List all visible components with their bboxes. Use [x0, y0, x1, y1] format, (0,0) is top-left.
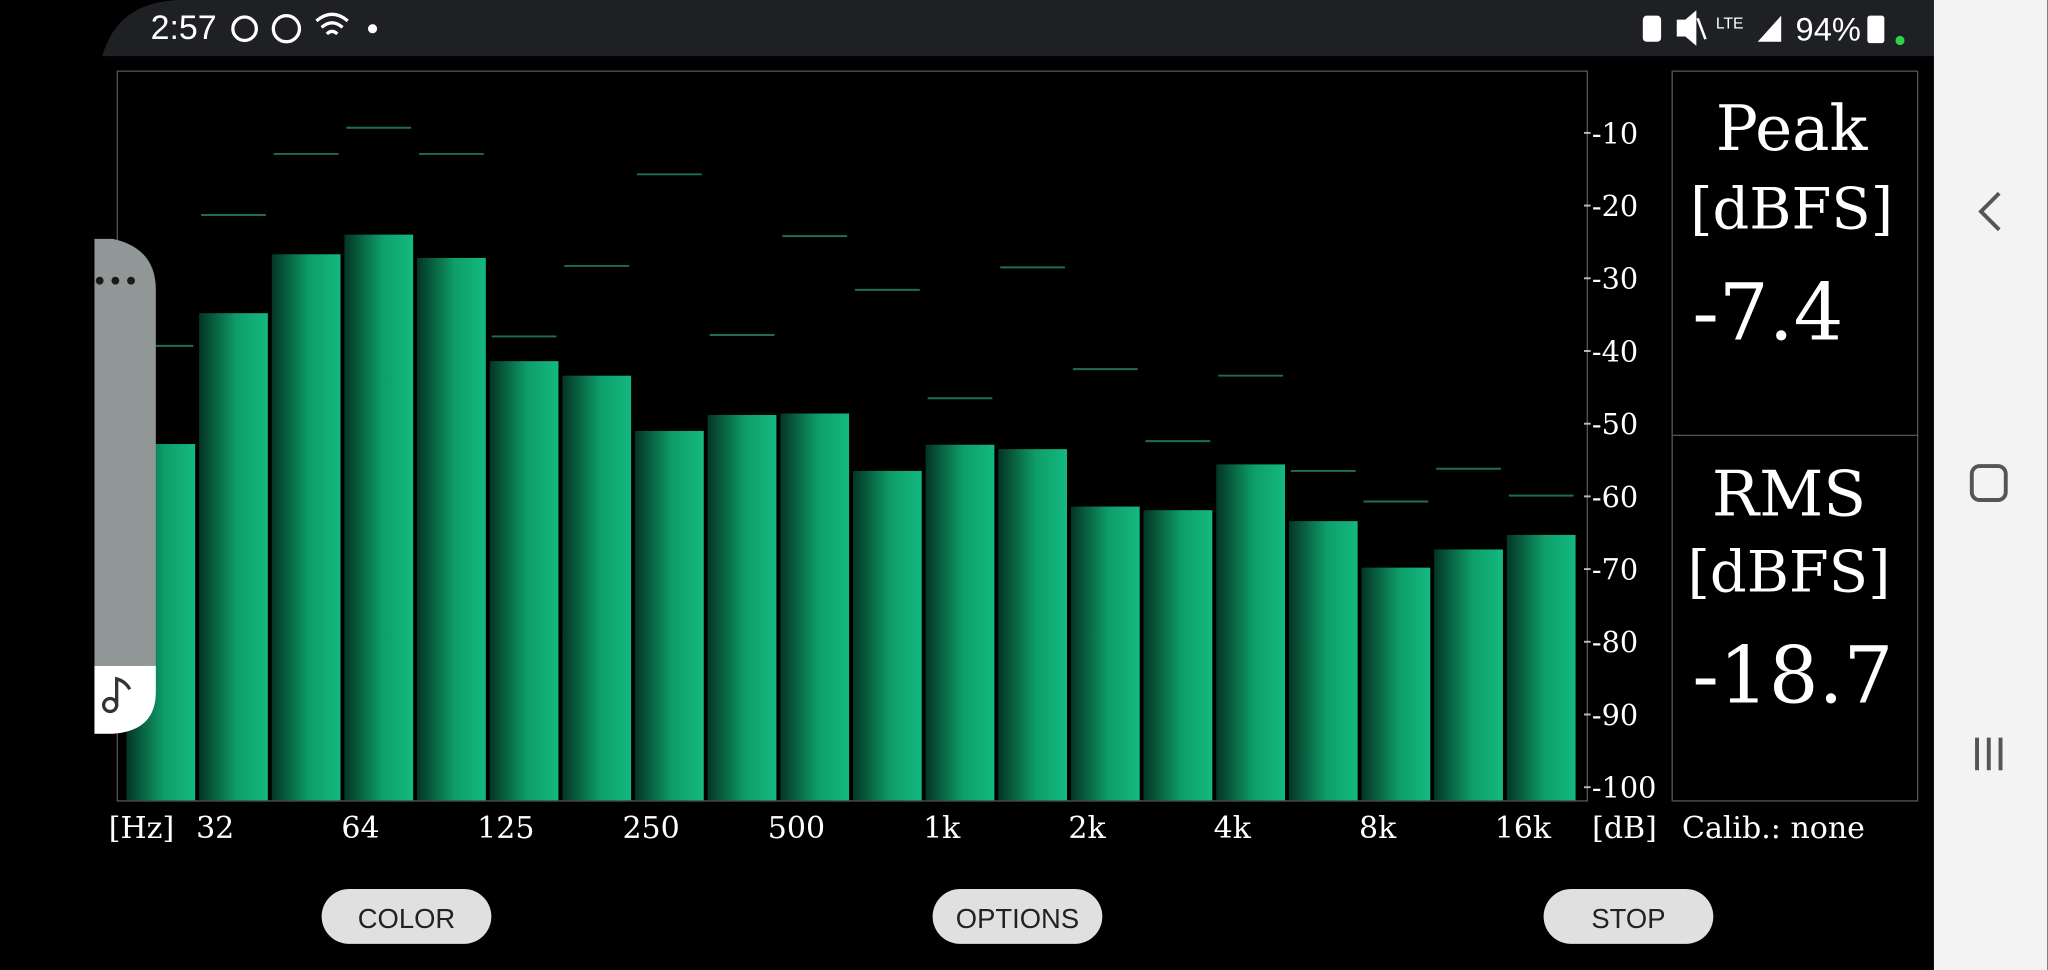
- x-tick-label: 1k: [923, 811, 961, 846]
- bar: [417, 257, 486, 801]
- peak-unit: [dBFS]: [1690, 175, 1893, 242]
- bar: [271, 254, 341, 801]
- y-tick-label: -40: [1592, 334, 1638, 368]
- x-tick-label: 500: [768, 811, 825, 846]
- navigation-bar: [1933, 0, 2048, 970]
- x-tick-label: 16k: [1495, 811, 1552, 846]
- bar: [925, 444, 995, 801]
- bar: [1506, 534, 1576, 801]
- music-icon: [115, 676, 132, 707]
- back-button[interactable]: [1978, 191, 2001, 232]
- bar: [1288, 521, 1358, 801]
- x-unit: [Hz]: [109, 811, 174, 846]
- y-tick-label: -50: [1592, 407, 1638, 441]
- peak-value: -7.4: [1692, 267, 1843, 358]
- y-tick-label: -100: [1592, 771, 1657, 805]
- peak-label: Peak: [1716, 92, 1869, 165]
- bar: [344, 234, 414, 801]
- whatsapp-icon: [271, 14, 302, 44]
- bar: [1216, 464, 1285, 801]
- button-label[interactable]: COLOR: [358, 903, 455, 934]
- button[interactable]: [932, 889, 1103, 944]
- recents-button[interactable]: [1975, 737, 2003, 771]
- button[interactable]: [321, 889, 492, 944]
- mic-indicator: [1895, 35, 1905, 46]
- y-tick-label: -70: [1592, 553, 1638, 587]
- dot-icon: [367, 24, 378, 34]
- y-tick-label: -20: [1592, 189, 1638, 223]
- battery-percent: 94%: [1796, 10, 1861, 47]
- y-tick-label: -90: [1592, 698, 1638, 732]
- x-tick-label: 250: [622, 811, 679, 846]
- mute-icon: [1676, 10, 1707, 46]
- button-label[interactable]: OPTIONS: [956, 903, 1079, 934]
- floating-media-button[interactable]: [94, 665, 156, 734]
- y-tick-label: -80: [1592, 625, 1638, 659]
- button[interactable]: [1543, 889, 1714, 944]
- y-unit: [dB]: [1592, 811, 1657, 846]
- wifi-icon: [315, 12, 349, 36]
- battery-icon: [1867, 15, 1885, 44]
- calibration: Calib.: none: [1682, 811, 1865, 846]
- y-tick-label: -30: [1592, 262, 1638, 296]
- x-tick-label: 125: [477, 811, 534, 846]
- x-tick-label: 4k: [1214, 811, 1252, 846]
- threads-icon: [231, 15, 258, 43]
- bar: [998, 449, 1068, 801]
- more-dots: [95, 276, 135, 285]
- home-button[interactable]: [1969, 464, 2008, 502]
- rms-label: RMS: [1712, 458, 1866, 531]
- status-bar: [102, 0, 1934, 57]
- rms-unit: [dBFS]: [1688, 538, 1891, 605]
- bar: [635, 430, 704, 801]
- y-tick-label: -60: [1592, 480, 1638, 514]
- bar: [852, 470, 922, 801]
- y-tick-label: -10: [1592, 116, 1638, 150]
- clock: 2:57: [151, 9, 217, 47]
- bar: [1070, 506, 1140, 801]
- bar: [1143, 510, 1213, 801]
- bar: [707, 414, 777, 801]
- floating-panel[interactable]: [94, 238, 156, 666]
- rms-value: -18.7: [1692, 630, 1893, 721]
- battery-saver-icon: [1642, 15, 1662, 42]
- bar: [562, 375, 632, 801]
- bar: [780, 413, 850, 801]
- network-type: LTE: [1716, 16, 1744, 33]
- spectrum: -10 -20 -30 -40 -50 -60 -70 -80 -90 -100 32 64 125 25…: [126, 116, 1656, 846]
- x-tick-label: 64: [341, 811, 379, 846]
- x-tick-label: 8k: [1359, 811, 1397, 846]
- bar: [1434, 549, 1503, 801]
- bar: [1361, 567, 1431, 801]
- x-tick-label: 32: [196, 811, 234, 846]
- bar: [199, 313, 268, 801]
- button-label[interactable]: STOP: [1591, 903, 1665, 934]
- bar: [489, 361, 559, 801]
- x-tick-label: 2k: [1068, 811, 1106, 846]
- music-icon-head: [101, 696, 119, 714]
